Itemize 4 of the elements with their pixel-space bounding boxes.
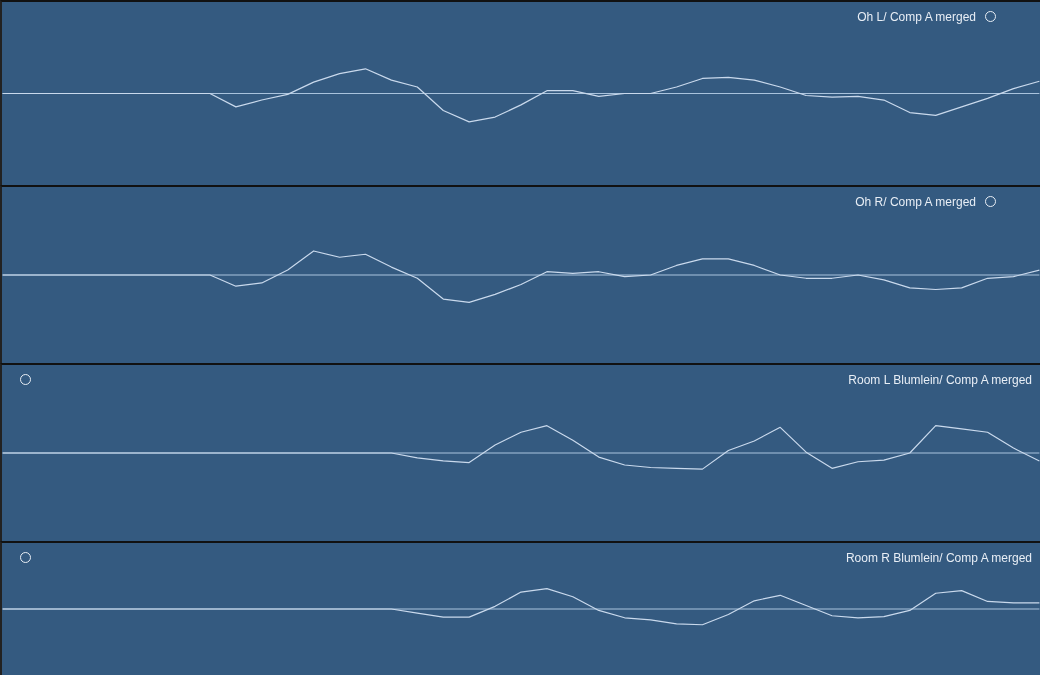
chart-title: Room R Blumlein/ Comp A merged [845, 551, 1032, 565]
chart-title: Room L Blumlein/ Comp A merged [848, 373, 1032, 387]
chart-title: Oh R/ Comp A merged [855, 195, 976, 209]
chart-title: Oh L/ Comp A merged [857, 10, 976, 24]
